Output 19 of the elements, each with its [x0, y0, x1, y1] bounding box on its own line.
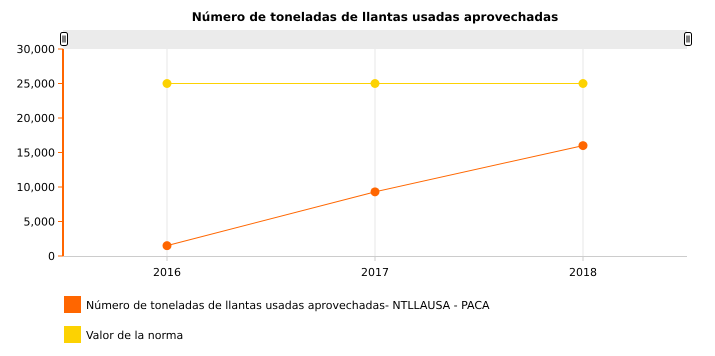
y-tick-label: 5,000 — [24, 216, 55, 228]
legend-label: Valor de la norma — [86, 329, 184, 342]
legend-label: Número de toneladas de llantas usadas aprovechadas- NTLLAUSA - PACA — [86, 299, 490, 312]
point — [162, 241, 172, 250]
y-tick-label: 30,000 — [16, 43, 55, 56]
point — [370, 187, 380, 196]
point — [578, 79, 588, 88]
y-tick-label: 20,000 — [16, 112, 55, 125]
y-tick-label: 0 — [48, 250, 55, 263]
x-tick-label: 2018 — [569, 266, 597, 279]
x-tick-label: 2017 — [361, 266, 389, 279]
y-tick-label: 15,000 — [16, 146, 55, 160]
x-tick-label: 2016 — [153, 266, 181, 279]
y-tick-label: 25,000 — [16, 78, 55, 90]
y-tick-label: 10,000 — [16, 181, 55, 194]
point — [370, 79, 380, 88]
point — [578, 141, 588, 150]
point — [162, 79, 172, 88]
chart-title: Número de toneladas de llantas usadas aprovechadas — [192, 10, 558, 24]
